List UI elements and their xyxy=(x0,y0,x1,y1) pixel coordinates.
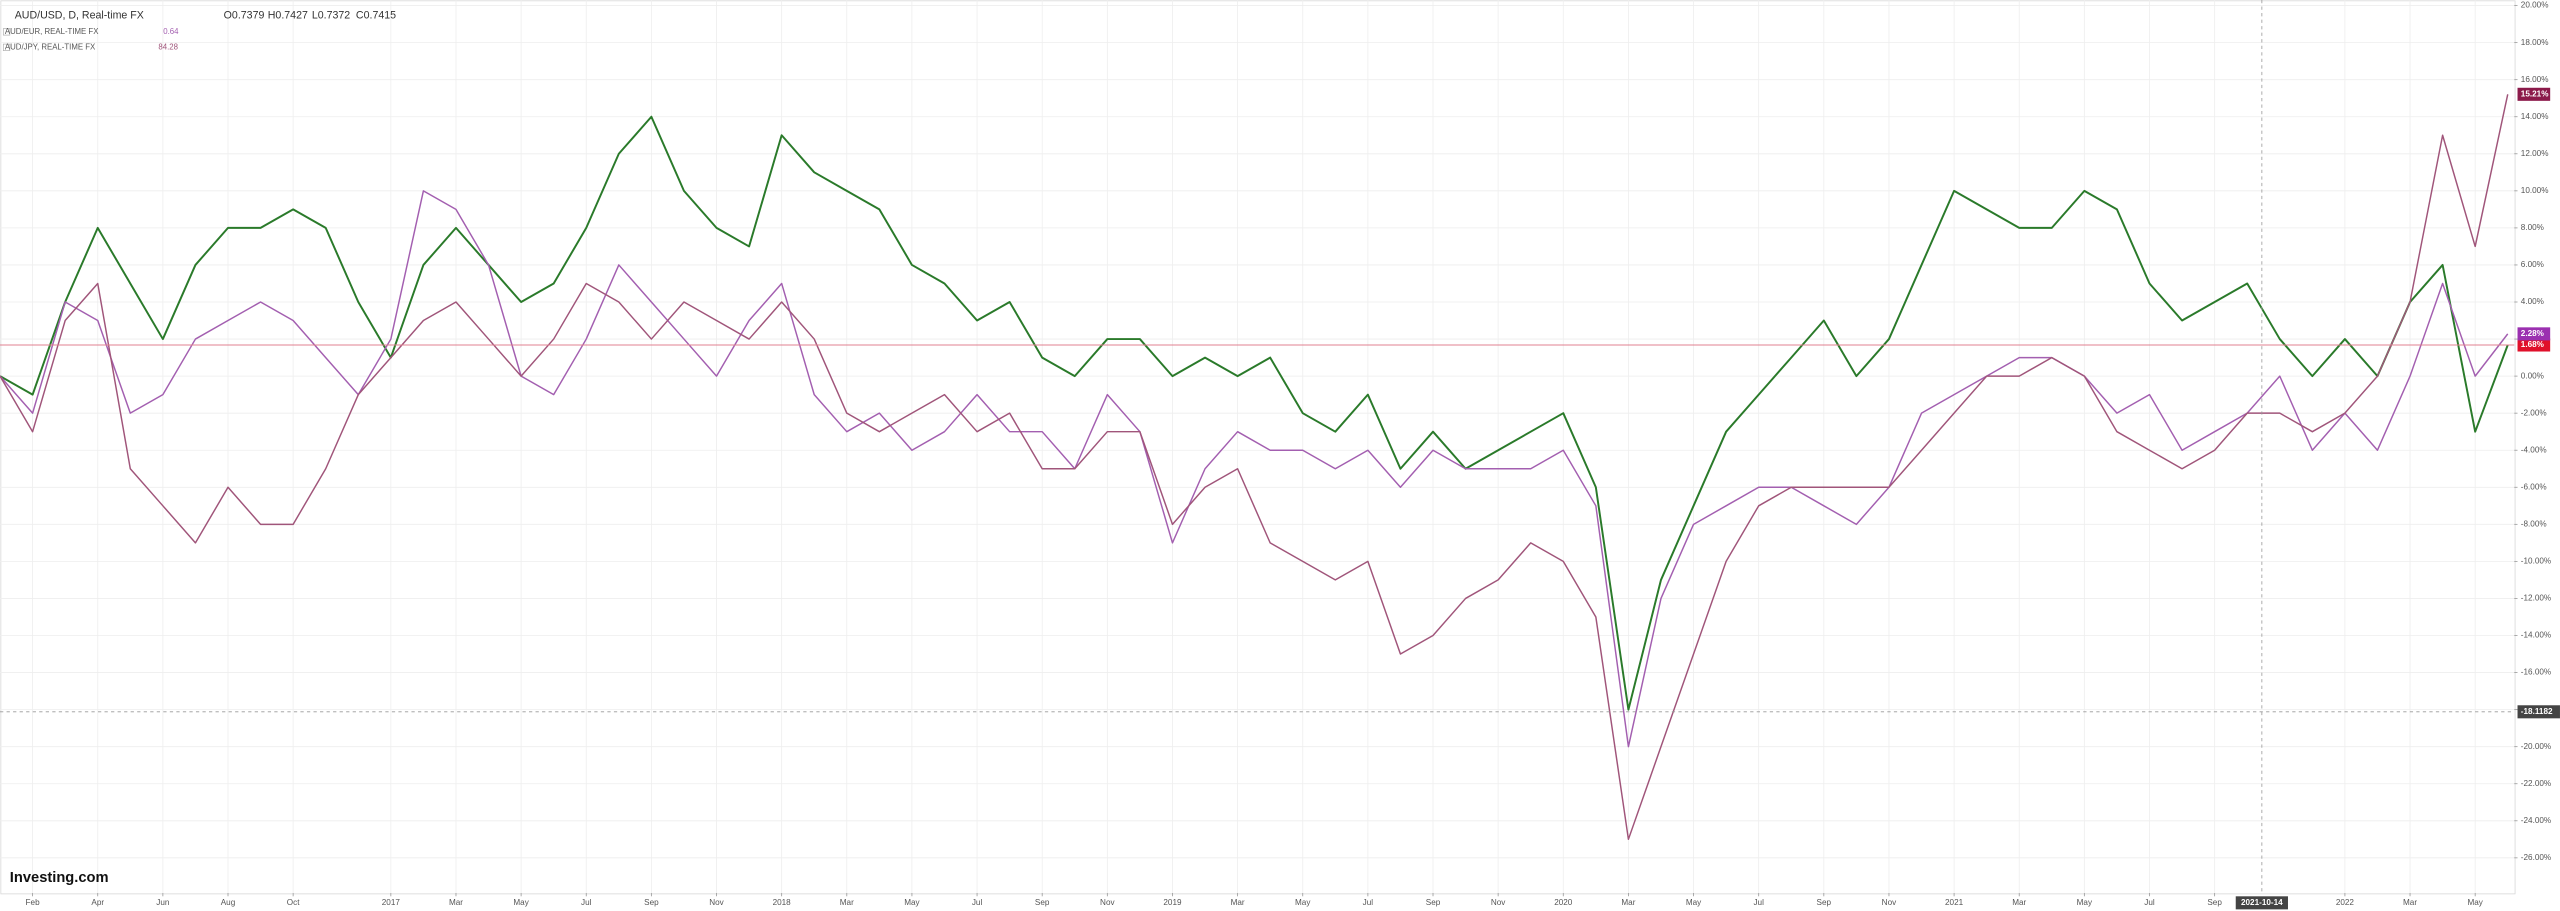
overlay xyxy=(0,0,2515,894)
x-tick-label: Feb xyxy=(26,898,41,907)
crosshair-y-box xyxy=(2517,705,2560,719)
x-tick-label: Jul xyxy=(2144,898,2155,907)
last-value-box xyxy=(2517,87,2551,101)
y-tick-label: 18.00% xyxy=(2521,38,2549,47)
series-line xyxy=(0,115,2509,711)
legend-name: AUD/JPY, REAL-TIME FX xyxy=(5,42,96,51)
y-tick-label: 12.00% xyxy=(2521,149,2549,158)
x-tick-label: Jul xyxy=(581,898,592,907)
x-tick-label: Nov xyxy=(709,898,724,907)
x-tick-label: 2018 xyxy=(773,898,792,907)
x-tick-label: Jul xyxy=(1753,898,1764,907)
grid xyxy=(0,0,2515,894)
y-tick-label: 14.00% xyxy=(2521,112,2549,121)
x-tick-label: Mar xyxy=(449,898,463,907)
y-tick-label: 8.00% xyxy=(2521,223,2544,232)
crosshair-y-label: -18.1182 xyxy=(2521,707,2553,716)
crosshair-x-label: 2021-10-14 xyxy=(2241,898,2283,907)
legend-quote: 84.28 xyxy=(158,42,178,51)
x-tick-label: Sep xyxy=(1817,898,1832,907)
plot-frame xyxy=(0,0,2516,895)
y-tick-label: -8.00% xyxy=(2521,519,2547,528)
y-tick-label: -20.00% xyxy=(2521,742,2551,751)
y-tick-label: -2.00% xyxy=(2521,408,2547,417)
x-tick-label: 2019 xyxy=(1163,898,1182,907)
x-tick-label: Nov xyxy=(1491,898,1506,907)
y-tick-label: -10.00% xyxy=(2521,557,2551,566)
x-tick-label: Jun xyxy=(156,898,169,907)
x-tick-label: Mar xyxy=(840,898,854,907)
ohlc-value: H0.7427 xyxy=(268,9,308,21)
x-tick-label: 2022 xyxy=(2336,898,2355,907)
legend-swatch xyxy=(2,43,11,51)
series-lines xyxy=(0,94,2509,841)
last-value-label: 1.68% xyxy=(2521,340,2545,349)
legend-name: AUD/EUR, REAL-TIME FX xyxy=(5,27,99,36)
series-line xyxy=(0,94,2509,841)
legend-swatch xyxy=(2,28,11,36)
last-value-label: 15.21% xyxy=(2521,89,2549,98)
last-value-label: 2.28% xyxy=(2521,329,2545,338)
y-tick-label: -24.00% xyxy=(2521,816,2551,825)
x-tick-label: Sep xyxy=(1035,898,1050,907)
y-tick-label: -6.00% xyxy=(2521,482,2547,491)
ohlc-value: C0.7415 xyxy=(356,9,396,21)
x-tick-label: Jul xyxy=(1363,898,1374,907)
legend-quote: 0.64 xyxy=(163,27,179,36)
x-tick-label: Sep xyxy=(1426,898,1441,907)
crosshair-x-box xyxy=(2235,896,2288,910)
x-tick-label: May xyxy=(513,898,529,907)
y-tick-label: 6.00% xyxy=(2521,260,2544,269)
y-tick-label: -22.00% xyxy=(2521,779,2551,788)
y-tick-label: 20.00% xyxy=(2521,1,2549,10)
y-tick-label: 10.00% xyxy=(2521,186,2549,195)
last-value-box xyxy=(2517,338,2551,352)
y-tick-label: -12.00% xyxy=(2521,594,2551,603)
y-tick-label: -14.00% xyxy=(2521,631,2551,640)
x-tick-label: Nov xyxy=(1100,898,1115,907)
y-tick-label: 4.00% xyxy=(2521,297,2544,306)
y-tick-label: -16.00% xyxy=(2521,668,2551,677)
x-tick-label: Nov xyxy=(1882,898,1897,907)
x-tick-label: Apr xyxy=(91,898,104,907)
x-tick-label: May xyxy=(2077,898,2093,907)
y-tick-label: 0.00% xyxy=(2521,371,2544,380)
series-line xyxy=(0,190,2509,748)
y-tick-label: -26.00% xyxy=(2521,853,2551,862)
x-tick-label: May xyxy=(904,898,920,907)
ohlc-value: O0.7379 xyxy=(224,9,265,21)
ohlc-value: L0.7372 xyxy=(312,9,350,21)
x-tick-label: May xyxy=(1686,898,1702,907)
x-tick-label: Jul xyxy=(972,898,983,907)
logo: Investing.com xyxy=(10,870,109,886)
y-tick-label: -4.00% xyxy=(2521,445,2547,454)
x-tick-label: May xyxy=(1295,898,1311,907)
x-tick-label: Sep xyxy=(644,898,659,907)
x-tick-label: Mar xyxy=(2012,898,2026,907)
x-tick-label: May xyxy=(2467,898,2483,907)
x-tick-label: Mar xyxy=(2403,898,2417,907)
x-tick-label: 2017 xyxy=(382,898,401,907)
x-tick-label: 2021 xyxy=(1945,898,1964,907)
x-tick-label: Mar xyxy=(1621,898,1635,907)
x-tick-label: Mar xyxy=(1231,898,1245,907)
chart-title: AUD/USD, D, Real-time FX xyxy=(15,9,144,21)
y-tick-label: 16.00% xyxy=(2521,75,2549,84)
x-tick-label: Oct xyxy=(287,898,300,907)
x-tick-label: Sep xyxy=(2207,898,2222,907)
x-tick-label: 2020 xyxy=(1554,898,1573,907)
x-tick-label: Aug xyxy=(221,898,236,907)
last-value-box xyxy=(2517,327,2551,341)
